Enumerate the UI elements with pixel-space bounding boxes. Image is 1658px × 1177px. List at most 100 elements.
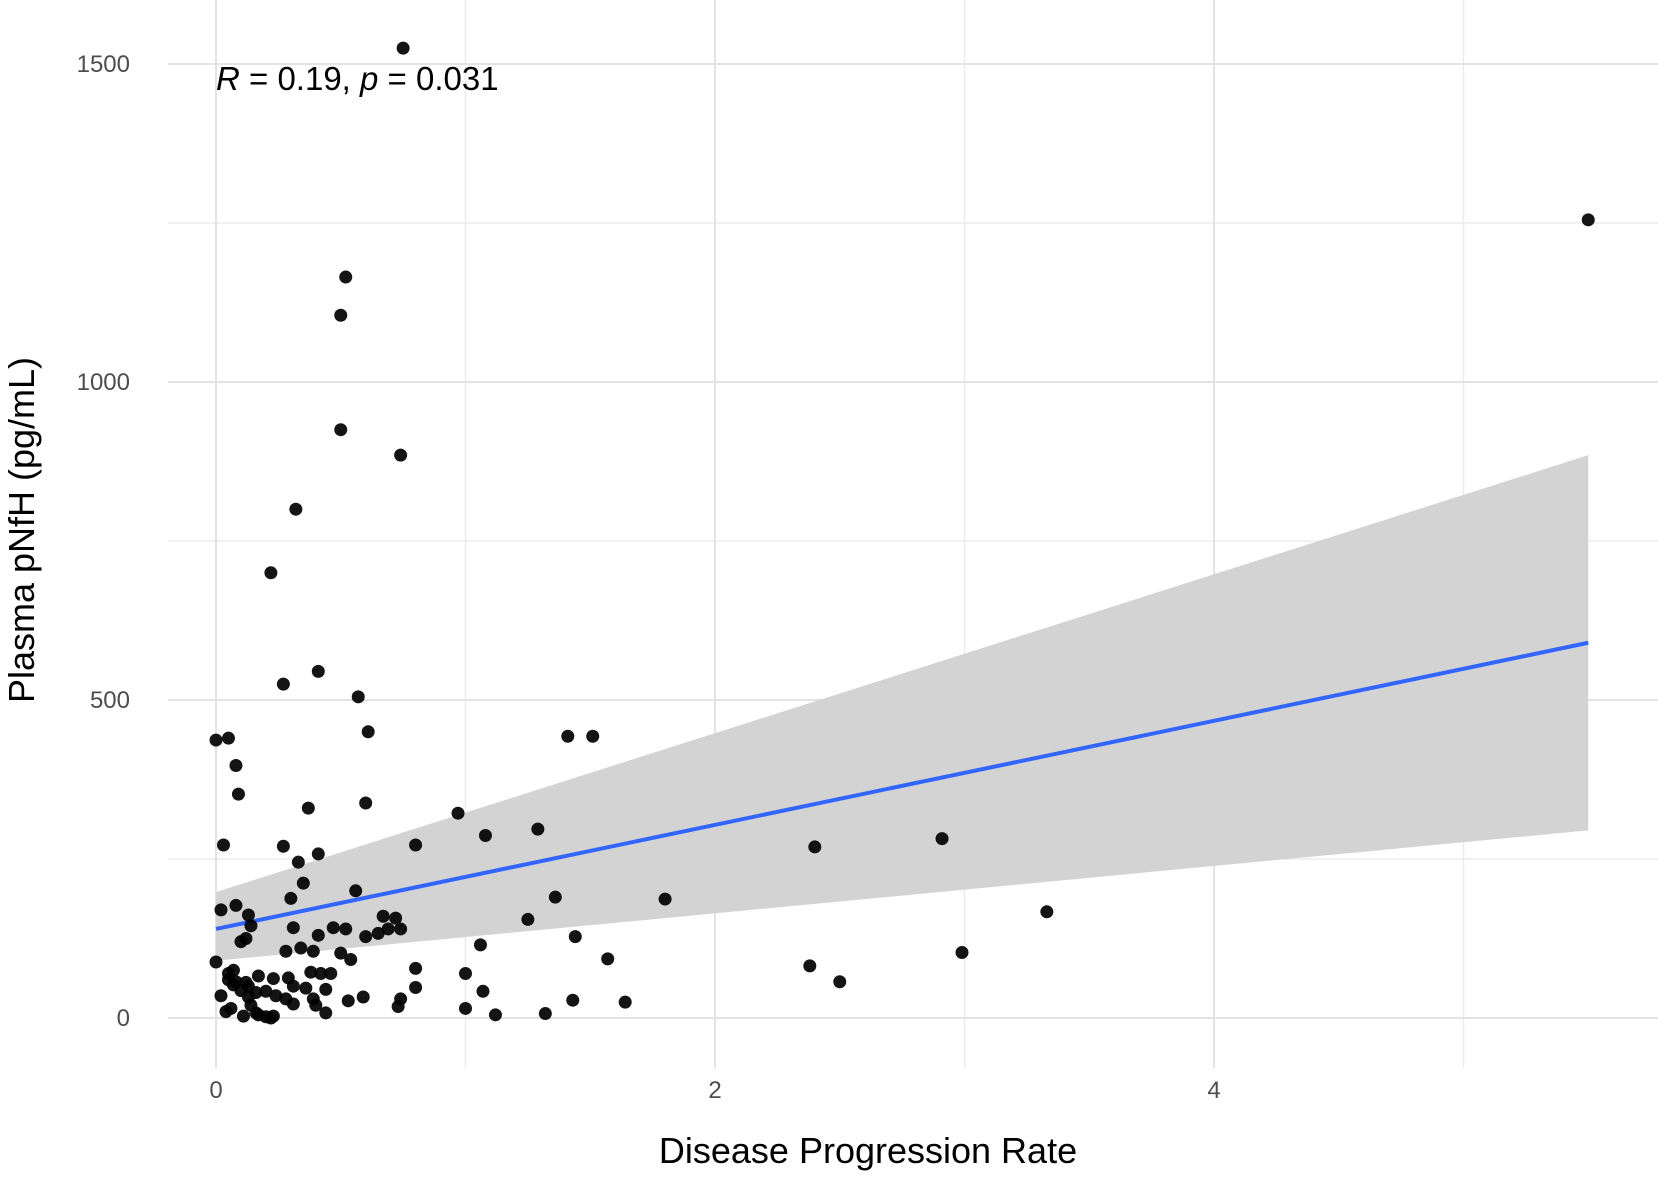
data-point bbox=[396, 41, 410, 55]
data-point bbox=[371, 926, 385, 940]
data-point bbox=[299, 981, 313, 995]
data-point bbox=[294, 941, 308, 955]
data-point bbox=[311, 847, 325, 861]
data-points bbox=[209, 41, 1595, 1025]
data-point bbox=[209, 955, 223, 969]
data-point bbox=[241, 908, 255, 922]
x-tick-label: 0 bbox=[209, 1077, 222, 1104]
data-point bbox=[459, 966, 472, 980]
data-point bbox=[259, 984, 273, 998]
data-point bbox=[311, 664, 325, 678]
data-point bbox=[276, 677, 290, 691]
data-point bbox=[548, 890, 562, 904]
data-point bbox=[286, 997, 300, 1011]
data-point bbox=[561, 729, 575, 743]
data-point bbox=[359, 796, 373, 810]
data-point bbox=[488, 1008, 502, 1022]
correlation-annotation: R = 0.19, p = 0.031 bbox=[216, 60, 499, 97]
y-tick-label: 500 bbox=[90, 687, 130, 714]
data-point bbox=[478, 828, 492, 842]
data-point bbox=[306, 944, 320, 958]
data-point bbox=[344, 952, 358, 966]
data-point bbox=[955, 945, 969, 959]
confidence-band bbox=[216, 455, 1589, 961]
data-point bbox=[279, 944, 293, 958]
data-point bbox=[601, 952, 615, 966]
data-point bbox=[229, 898, 243, 912]
data-point bbox=[264, 566, 278, 580]
data-point bbox=[334, 946, 348, 960]
data-point bbox=[236, 1009, 250, 1023]
data-point bbox=[276, 839, 290, 853]
data-point bbox=[304, 965, 318, 979]
data-point bbox=[266, 972, 280, 986]
data-point bbox=[409, 838, 423, 852]
data-point bbox=[326, 921, 340, 935]
data-point bbox=[359, 930, 373, 944]
data-point bbox=[803, 959, 817, 973]
data-point bbox=[409, 961, 423, 975]
data-point bbox=[289, 502, 303, 516]
data-point bbox=[531, 822, 545, 836]
data-point bbox=[341, 994, 355, 1008]
data-point bbox=[568, 930, 582, 944]
data-point bbox=[521, 912, 535, 926]
data-point bbox=[311, 928, 325, 942]
data-point bbox=[476, 984, 490, 998]
data-point bbox=[334, 308, 348, 322]
data-point bbox=[339, 270, 353, 284]
data-point bbox=[286, 921, 300, 935]
data-point bbox=[935, 832, 949, 846]
data-point bbox=[314, 966, 328, 980]
data-point bbox=[586, 729, 600, 743]
data-point bbox=[231, 787, 245, 801]
major-gridlines bbox=[168, 0, 1658, 1068]
data-point bbox=[459, 1001, 472, 1015]
data-point bbox=[409, 980, 423, 994]
data-point bbox=[251, 1008, 265, 1022]
data-point bbox=[301, 801, 315, 815]
data-point bbox=[339, 922, 353, 936]
y-axis-tick-labels: 0 500 1000 1500 bbox=[77, 51, 130, 1032]
data-point bbox=[324, 966, 338, 980]
data-point bbox=[356, 990, 370, 1004]
data-point bbox=[244, 919, 258, 933]
data-point bbox=[209, 733, 223, 747]
x-tick-label: 4 bbox=[1207, 1077, 1220, 1104]
data-point bbox=[658, 892, 672, 906]
x-axis-title: Disease Progression Rate bbox=[659, 1130, 1077, 1171]
data-point bbox=[1040, 905, 1054, 919]
data-point bbox=[216, 838, 230, 852]
data-point bbox=[219, 1005, 233, 1019]
x-tick-label: 2 bbox=[708, 1077, 721, 1104]
data-point bbox=[264, 1011, 278, 1025]
data-point bbox=[618, 995, 632, 1009]
data-point bbox=[473, 938, 487, 952]
data-point bbox=[269, 989, 283, 1003]
data-point bbox=[234, 935, 248, 949]
data-point bbox=[389, 911, 403, 925]
data-point bbox=[351, 690, 365, 704]
y-axis-title: Plasma pNfH (pg/mL) bbox=[1, 357, 42, 703]
data-point bbox=[538, 1007, 552, 1021]
data-point bbox=[391, 1000, 405, 1014]
data-point bbox=[833, 975, 847, 989]
data-point bbox=[451, 806, 465, 820]
data-point bbox=[808, 840, 822, 854]
y-tick-label: 1500 bbox=[77, 51, 130, 78]
data-point bbox=[221, 731, 235, 745]
data-point bbox=[381, 922, 395, 936]
regression-line bbox=[215, 640, 1589, 931]
data-point bbox=[349, 884, 363, 898]
data-point bbox=[251, 969, 265, 983]
data-point bbox=[296, 876, 310, 890]
data-point bbox=[394, 448, 408, 462]
data-point bbox=[284, 891, 298, 905]
data-point bbox=[286, 979, 300, 993]
data-point bbox=[214, 903, 228, 917]
data-point bbox=[319, 982, 333, 996]
data-point bbox=[229, 759, 243, 773]
data-point bbox=[334, 423, 348, 437]
data-point bbox=[566, 993, 580, 1007]
